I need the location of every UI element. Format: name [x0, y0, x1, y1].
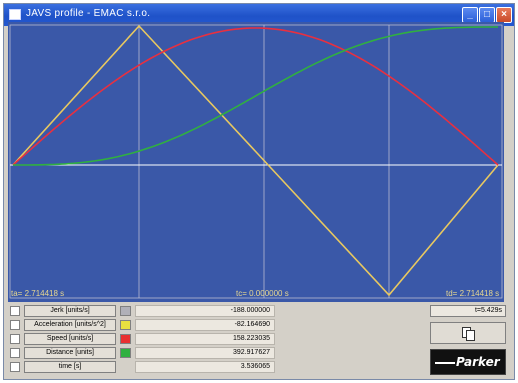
- copy-icon: [462, 327, 476, 341]
- jerk-checkbox[interactable]: [10, 306, 20, 316]
- logo-text: Parker: [456, 355, 500, 369]
- speed-curve: [12, 27, 499, 166]
- acceleration-label: Acceleration [units/s^2]: [24, 319, 116, 331]
- window-icon: [9, 9, 21, 20]
- channel-row-acceleration: Acceleration [units/s^2] -82.164690: [8, 319, 408, 331]
- acceleration-checkbox[interactable]: [10, 320, 20, 330]
- jerk-value: -188.000000: [135, 305, 275, 317]
- maximize-icon[interactable]: □: [479, 7, 495, 23]
- distance-curve: [13, 26, 498, 166]
- td-label: td= 2.714418 s: [446, 289, 500, 298]
- profile-plot-svg: [9, 24, 503, 299]
- time-label: time [s]: [24, 361, 116, 373]
- distance-value: 392.917627: [135, 347, 275, 359]
- speed-color-swatch: [120, 334, 131, 344]
- speed-checkbox[interactable]: [10, 334, 20, 344]
- distance-color-swatch: [120, 348, 131, 358]
- channel-row-distance: Distance [units] 392.917627: [8, 347, 408, 359]
- channel-row-jerk: Jerk [units/s] -188.000000: [8, 305, 408, 317]
- distance-label: Distance [units]: [24, 347, 116, 359]
- copy-button[interactable]: [430, 322, 506, 344]
- time-checkbox[interactable]: [10, 362, 20, 372]
- jerk-curve: [10, 25, 389, 298]
- channel-panel: Jerk [units/s] -188.000000 Acceleration …: [8, 305, 506, 375]
- acceleration-curve: [12, 24, 499, 297]
- channel-row-speed: Speed [units/s] 158.223035: [8, 333, 408, 345]
- jerk-label: Jerk [units/s]: [24, 305, 116, 317]
- acceleration-value: -82.164690: [135, 319, 275, 331]
- profile-plot: ta= 2.714418 s tc= 0.000000 s td= 2.7144…: [8, 22, 504, 302]
- speed-value: 158.223035: [135, 333, 275, 345]
- plot-frame: [9, 24, 503, 299]
- total-time-field: t=5.429s: [430, 305, 506, 317]
- ta-label: ta= 2.714418 s: [11, 289, 65, 298]
- tc-label: tc= 0.000000 s: [236, 289, 289, 298]
- acceleration-color-swatch: [120, 320, 131, 330]
- channel-row-time: time [s] 3.536065: [8, 361, 408, 373]
- parker-logo: Parker: [430, 349, 506, 375]
- jerk-color-swatch: [120, 306, 131, 316]
- logo-bar: [435, 362, 455, 364]
- window-title: JAVS profile - EMAC s.r.o.: [26, 8, 151, 19]
- distance-checkbox[interactable]: [10, 348, 20, 358]
- speed-label: Speed [units/s]: [24, 333, 116, 345]
- minimize-icon[interactable]: _: [462, 7, 478, 23]
- close-icon[interactable]: ×: [496, 7, 512, 23]
- time-value: 3.536065: [135, 361, 275, 373]
